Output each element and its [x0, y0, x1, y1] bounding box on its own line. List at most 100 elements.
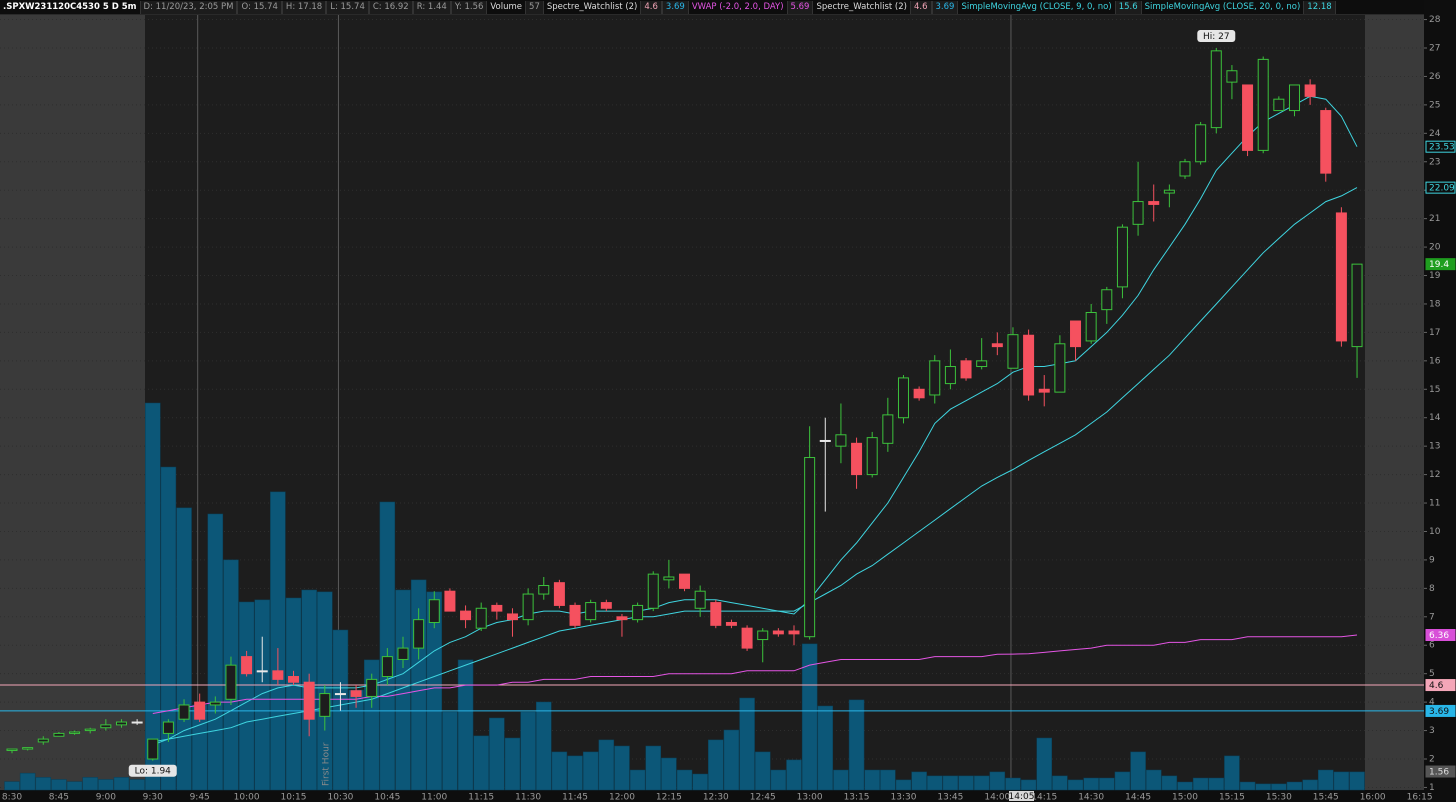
x-tick-label: 13:00 — [797, 793, 823, 802]
candle-body — [460, 610, 472, 621]
candle-body — [100, 724, 112, 729]
volume-bar — [98, 779, 114, 791]
volume-bar — [582, 751, 599, 791]
volume-bar — [895, 779, 912, 791]
y-tick-label: 7 — [1429, 612, 1435, 622]
annotation: Hi: 27 — [1203, 32, 1230, 42]
x-tick-label: 12:15 — [656, 793, 682, 802]
volume-bar — [1130, 751, 1146, 791]
candle-body — [475, 607, 487, 629]
volume-bar — [395, 589, 411, 791]
candle-body — [288, 676, 300, 683]
candle-body — [1273, 98, 1285, 112]
volume-bar — [1161, 775, 1178, 791]
volume-bar — [911, 771, 927, 791]
candle-body — [209, 701, 221, 706]
candle-body — [976, 360, 988, 368]
price-tag-label: 3.69 — [1429, 707, 1449, 717]
candle-body — [1351, 263, 1363, 348]
candle-body — [491, 604, 503, 612]
candle-body — [1007, 334, 1019, 369]
volume-bar — [82, 777, 98, 791]
candle-body — [115, 721, 127, 726]
header-item: Volume — [490, 1, 523, 12]
candle-body — [741, 627, 753, 649]
x-tick-label: 9:30 — [143, 793, 163, 802]
header-item: 3.69 — [931, 0, 959, 14]
x-tick-label: 15:30 — [1266, 793, 1292, 802]
candle-body — [1023, 334, 1035, 396]
candle-body — [991, 343, 1003, 348]
y-tick-label: 3 — [1429, 726, 1435, 736]
header-item: Spectre_Watchlist (2) — [816, 1, 907, 12]
price-tag — [1425, 629, 1456, 642]
volume-bar — [817, 705, 834, 791]
candle-body — [381, 656, 393, 678]
candle-body — [1101, 289, 1113, 311]
candle-body — [929, 360, 941, 396]
volume-bar — [1036, 737, 1052, 791]
candle-body — [131, 721, 143, 724]
price-tag-label: 4.6 — [1429, 681, 1444, 691]
candle-body — [84, 728, 96, 732]
x-tick-label: 14:00 — [984, 793, 1010, 802]
indicator-line — [152, 95, 1358, 746]
candle-body — [866, 437, 878, 476]
candle-body — [632, 604, 644, 621]
volume-bar — [1192, 777, 1209, 791]
y-tick-label: 28 — [1429, 15, 1441, 25]
volume-bar — [1271, 783, 1287, 791]
volume-bar — [551, 751, 568, 791]
header-item: 57 — [525, 0, 544, 14]
y-tick-label: 9 — [1429, 555, 1435, 565]
y-tick-label: 20 — [1429, 243, 1441, 253]
candle-body — [1038, 388, 1050, 393]
header-item: Y: 1.56 — [450, 0, 488, 14]
header-item: H: 17.18 — [281, 0, 327, 14]
volume-bar — [1005, 777, 1021, 791]
candle-body — [334, 693, 346, 696]
volume-bar — [1114, 771, 1131, 791]
y-tick-label: 19 — [1429, 271, 1441, 281]
volume-bar — [723, 729, 740, 791]
candle-body — [725, 621, 737, 626]
volume-bar — [739, 697, 755, 791]
candle-body — [506, 613, 518, 621]
candle-body — [960, 360, 972, 379]
volume-bar — [942, 775, 959, 791]
session-label: First Hour — [322, 742, 332, 786]
candle-body — [1163, 189, 1175, 194]
candle-body — [256, 670, 268, 673]
candle-body — [1195, 124, 1207, 163]
candle-body — [69, 731, 81, 734]
candle-body — [162, 721, 174, 734]
candle-body — [553, 582, 565, 606]
candle-body — [1070, 320, 1082, 348]
candle-body — [366, 678, 378, 697]
volume-bar — [1208, 777, 1225, 791]
x-tick-label: 12:45 — [750, 793, 776, 802]
volume-bar — [989, 771, 1006, 791]
x-tick-label: 14:15 — [1031, 793, 1057, 802]
volume-bar — [457, 659, 474, 791]
candle-body — [1320, 110, 1332, 174]
candle-body — [538, 585, 550, 595]
volume-bar — [1333, 771, 1350, 791]
volume-bar — [708, 739, 724, 791]
x-tick-label: 13:15 — [844, 793, 870, 802]
volume-bar — [19, 772, 36, 791]
y-tick-label: 18 — [1429, 299, 1441, 309]
candle-body — [1335, 212, 1347, 342]
x-tick-label: 12:30 — [703, 793, 729, 802]
volume-bar — [145, 402, 161, 791]
y-tick-label: 15 — [1429, 385, 1440, 395]
y-tick-label: 10 — [1429, 527, 1441, 537]
candle-body — [522, 593, 534, 621]
candle-body — [225, 664, 237, 700]
volume-bar — [770, 769, 787, 791]
y-tick-label: 13 — [1429, 442, 1440, 452]
x-tick-label: 10:15 — [281, 793, 307, 802]
candle-body — [772, 630, 784, 635]
x-tick-label: 8:30 — [2, 793, 22, 802]
candle-body — [679, 573, 691, 589]
